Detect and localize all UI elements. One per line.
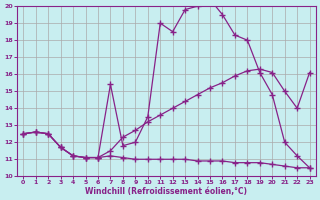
X-axis label: Windchill (Refroidissement éolien,°C): Windchill (Refroidissement éolien,°C) xyxy=(85,187,247,196)
